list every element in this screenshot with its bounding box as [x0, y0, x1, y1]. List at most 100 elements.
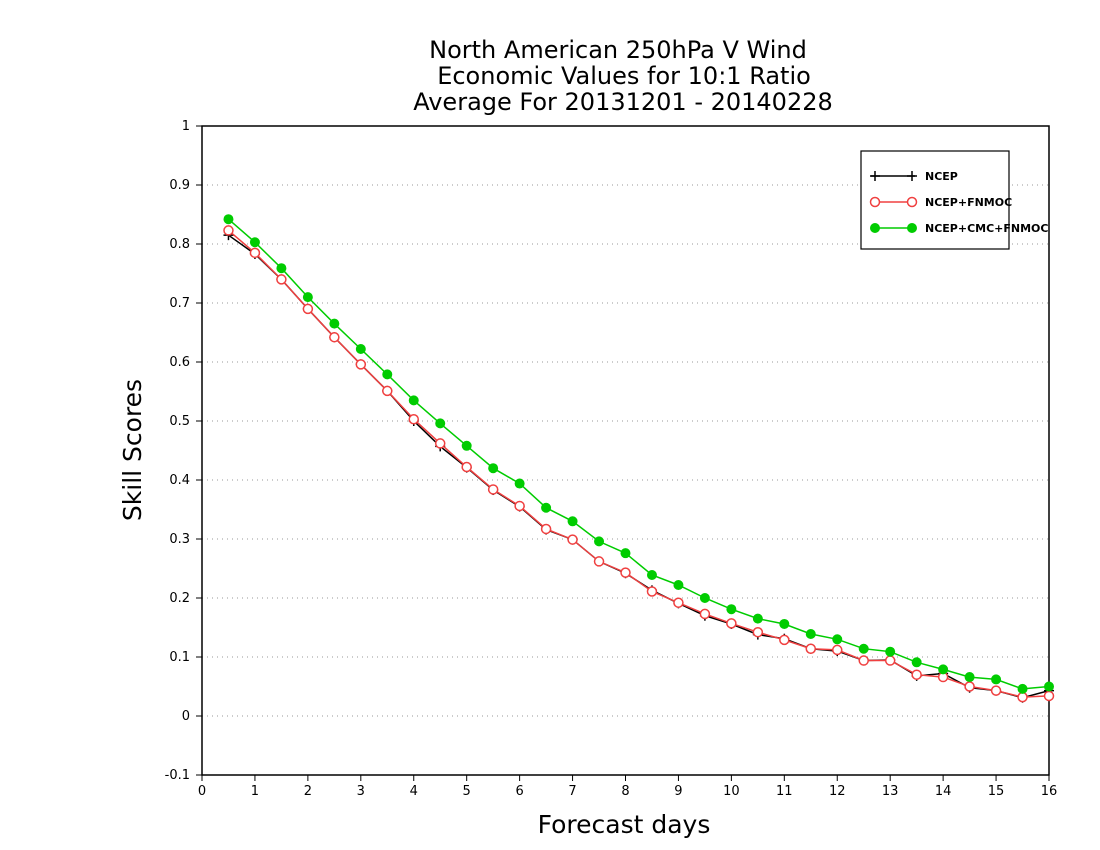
data-point [276, 263, 287, 274]
data-point [726, 618, 737, 629]
y-tick-label: 0.3 [169, 532, 190, 547]
data-point [567, 516, 578, 527]
data-point [752, 626, 764, 638]
x-tick-label: 5 [463, 784, 471, 799]
x-tick-label: 15 [988, 784, 1005, 799]
x-tick-label: 2 [304, 784, 312, 799]
data-point [223, 225, 234, 236]
y-tick-label: 0.6 [169, 355, 190, 370]
x-tick-label: 8 [621, 784, 629, 799]
data-point [938, 664, 949, 675]
data-point [540, 523, 552, 535]
data-point [858, 643, 869, 654]
data-point [990, 685, 1002, 696]
y-tick-label: 0.9 [169, 178, 190, 193]
data-point [408, 395, 419, 406]
data-point [964, 672, 975, 683]
legend-box [860, 150, 1010, 250]
data-point [594, 536, 605, 547]
data-point [779, 634, 790, 646]
series-ncep [223, 230, 1054, 703]
data-point [302, 303, 314, 315]
data-point [541, 502, 552, 513]
data-point [699, 593, 710, 603]
x-tick-label: 14 [935, 784, 952, 799]
y-tick-label: 0 [182, 709, 190, 724]
data-point [408, 413, 419, 425]
data-point [1044, 681, 1054, 692]
y-tick-label: 0.8 [169, 237, 190, 252]
data-point [805, 643, 817, 654]
x-tick-label: 9 [674, 784, 682, 799]
axes [196, 125, 1050, 781]
data-point [620, 548, 631, 559]
legend-label: NCEP+FNMOC [925, 196, 1012, 209]
data-point [805, 628, 816, 639]
series-line [228, 234, 1050, 699]
x-tick-label: 12 [829, 784, 846, 799]
data-point [435, 418, 446, 429]
data-point [276, 274, 287, 285]
data-point [726, 604, 737, 615]
data-point [1043, 690, 1055, 702]
data-point [355, 359, 367, 370]
series-line [228, 229, 1050, 698]
data-point [858, 655, 869, 666]
series-ncep-cmc-fnmoc [223, 214, 1054, 694]
data-point [752, 613, 763, 624]
data-point [249, 237, 260, 248]
data-point [329, 318, 340, 329]
data-point [832, 644, 843, 656]
data-point [382, 385, 393, 397]
data-point [779, 618, 790, 629]
data-point [488, 463, 499, 474]
series-ncep-fnmoc [223, 225, 1055, 703]
data-point [514, 500, 525, 512]
y-tick-label: 1 [182, 119, 190, 134]
legend-marker [870, 223, 880, 233]
legend-marker [907, 223, 917, 233]
y-tick-label: 0.2 [169, 591, 190, 606]
data-point [223, 214, 234, 225]
data-point [699, 608, 711, 620]
legend-marker [907, 171, 917, 181]
x-tick-label: 7 [568, 784, 576, 799]
legend-entry: NCEP [870, 170, 958, 183]
data-point [646, 586, 658, 597]
legend: NCEP NCEP+FNMOC NCEP+CMC+FNMOC [860, 150, 1048, 250]
x-tick-label: 1 [251, 784, 259, 799]
data-point [832, 634, 843, 645]
series-line [228, 218, 1050, 690]
y-tick-label: -0.1 [165, 768, 190, 783]
data-point [567, 534, 578, 545]
chart-title: North American 250hPa V Wind Economic Va… [413, 36, 833, 116]
y-axis-label: Skill Scores [118, 379, 147, 521]
data-point [1017, 683, 1028, 694]
y-tick-label: 0.4 [169, 473, 190, 488]
data-point [355, 344, 366, 355]
legend-entry: NCEP+FNMOC [869, 196, 1012, 209]
legend-label: NCEP+CMC+FNMOC [925, 222, 1048, 235]
data-point [991, 674, 1002, 685]
data-point [302, 292, 313, 303]
data-point [673, 597, 684, 608]
data-point [487, 484, 499, 495]
data-point [593, 556, 605, 567]
x-tick-label: 10 [723, 784, 740, 799]
x-tick-label: 13 [882, 784, 899, 799]
x-tick-label: 4 [410, 784, 418, 799]
legend-marker [869, 196, 881, 208]
data-point [461, 461, 472, 473]
data-point [646, 569, 657, 580]
legend-marker [906, 196, 918, 208]
data-point [673, 580, 684, 591]
x-axis-label: Forecast days [538, 810, 711, 839]
y-tick-label: 0.7 [169, 296, 190, 311]
legend-marker [870, 171, 880, 181]
legend-label: NCEP [925, 170, 958, 183]
tick-labels: -0.100.10.20.30.40.50.60.70.80.910 1 2 3 4 5 6… [165, 119, 1058, 799]
data-point [249, 247, 261, 259]
title-line-3: Average For 20131201 - 20140228 [413, 88, 833, 116]
